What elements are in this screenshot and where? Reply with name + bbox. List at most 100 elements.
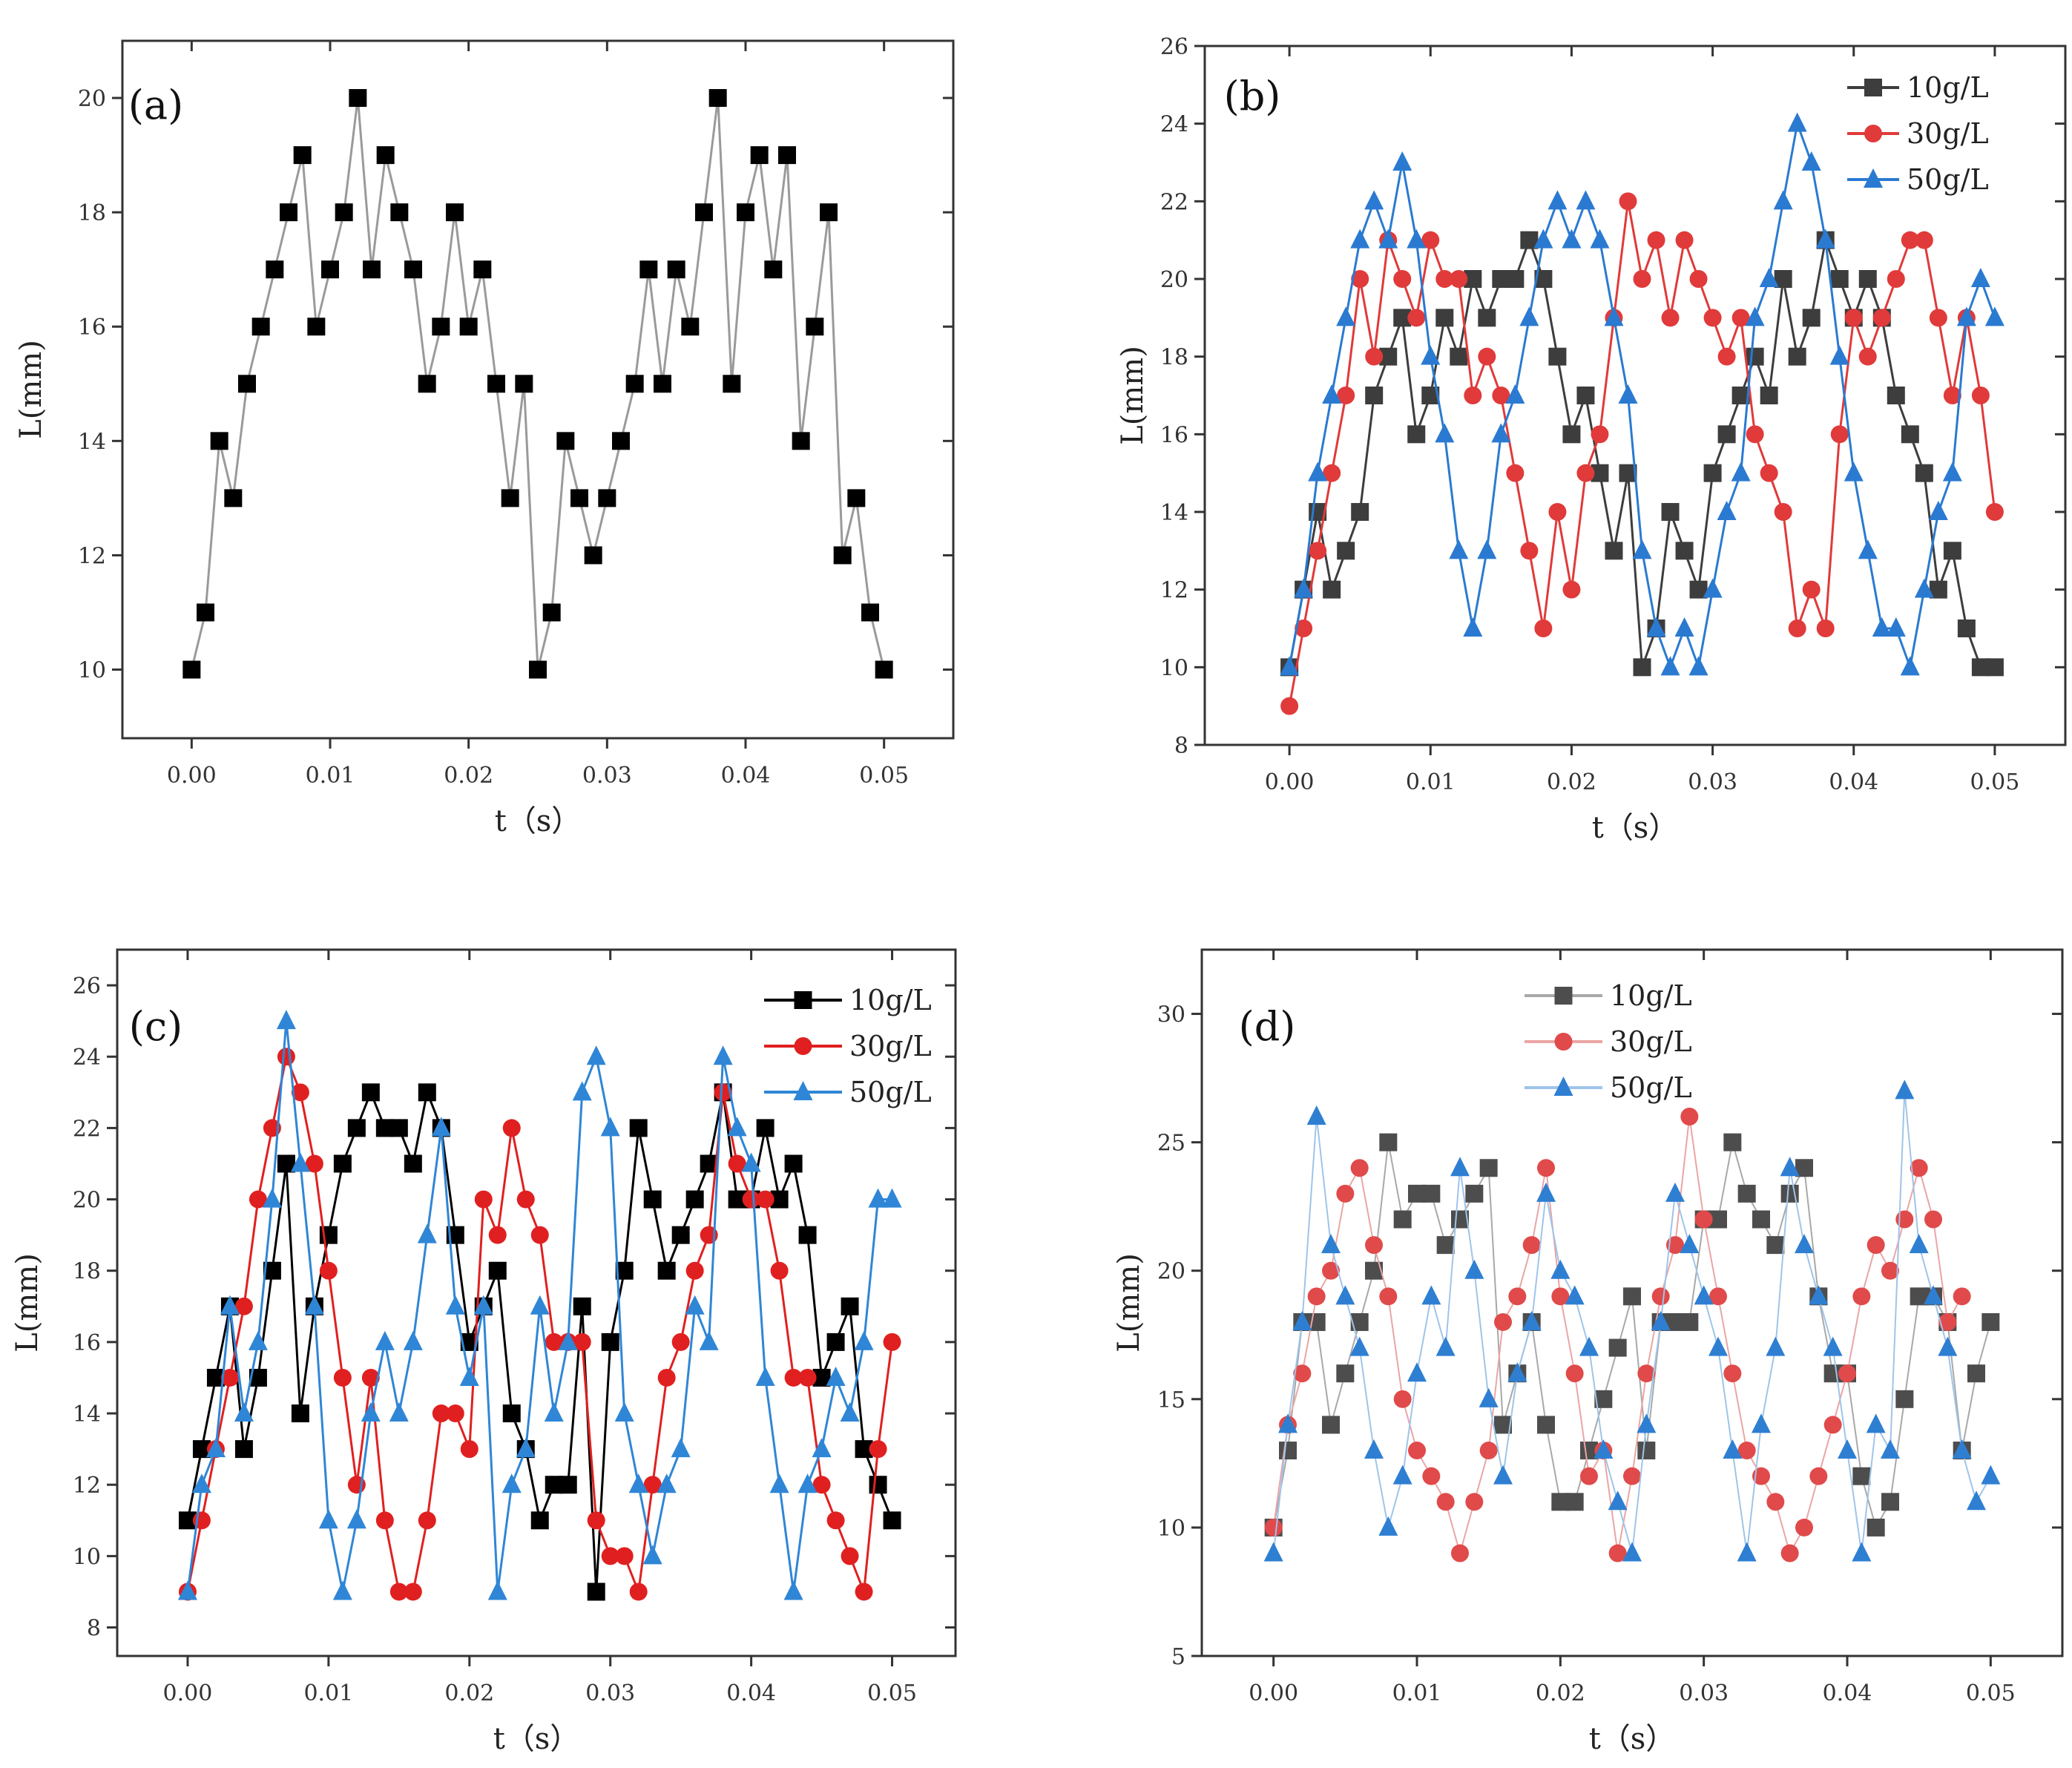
data-point [1909,1234,1929,1254]
data-point [1901,425,1919,444]
data-point [1477,539,1497,559]
data-point [1924,1210,1942,1229]
data-point [1365,387,1384,404]
y-tick-label: 20 [78,86,106,112]
data-point [1308,461,1328,482]
data-point [191,1473,211,1493]
legend: 10g/L 30g/L 50g/L [1847,71,1989,196]
legend-marker [1554,987,1573,1005]
data-point [1801,151,1821,171]
data-point [1886,617,1906,637]
series-line [190,97,886,670]
data-point [1604,306,1624,326]
data-point [1866,1413,1886,1433]
data-point [1957,620,1976,637]
data-point [1537,1159,1555,1177]
data-point [1392,1465,1412,1485]
data-point [390,203,409,222]
x-tick-label: 0.01 [1406,769,1456,795]
data-point [614,1402,634,1422]
series-data [182,89,893,679]
data-point [224,489,243,507]
data-point [784,1368,803,1387]
data-point [220,1295,240,1315]
data-point [657,1261,676,1280]
data-point [220,1368,239,1387]
data-point [1661,503,1680,521]
data-point [728,1154,746,1173]
data-point [1264,1518,1283,1537]
data-point [1838,1364,1856,1383]
data-point [1660,656,1680,676]
data-point [1307,1287,1326,1306]
data-point [280,203,297,222]
data-point [1306,1105,1326,1125]
legend-label: 50g/L [1907,163,1989,196]
x-tick-label: 0.02 [444,1680,494,1706]
data-point [1520,542,1539,560]
data-point [210,432,228,450]
series-50g-L [177,1010,902,1600]
data-point [1984,306,2004,326]
data-point [1852,1542,1872,1562]
data-point [403,1330,423,1350]
data-point [347,1119,366,1137]
y-tick-label: 24 [1160,112,1188,138]
data-point [404,1583,422,1601]
data-point [685,1295,705,1315]
data-point [1816,620,1835,637]
data-point [1795,1518,1813,1537]
data-point [841,1547,859,1565]
data-point [685,1190,704,1209]
data-point [1901,231,1919,249]
data-point [1506,270,1525,288]
data-point [1280,656,1300,676]
data-point [1731,309,1750,327]
data-point [1887,387,1905,404]
data-point [1479,1387,1499,1407]
data-point [1928,501,1948,520]
data-point [1337,542,1355,560]
data-point [389,1583,408,1601]
x-tick-label: 0.02 [444,763,493,789]
data-point [868,1188,888,1208]
data-point [1565,1493,1584,1511]
y-tick-label: 18 [73,1259,101,1285]
data-point [572,1081,592,1101]
data-point [1435,1336,1456,1356]
x-tick-label: 0.01 [306,763,355,789]
data-point [1350,1312,1369,1331]
data-point [1788,620,1806,637]
data-point [1881,1493,1899,1511]
data-point [629,1583,648,1601]
data-point [1731,461,1751,482]
y-tick-label: 16 [1160,422,1188,448]
data-point [629,1119,648,1137]
data-point [1829,345,1849,365]
data-point [573,1332,591,1351]
legend: 10g/L 30g/L 50g/L [764,984,932,1108]
y-tick-label: 18 [78,200,106,226]
data-point [1914,578,1934,598]
panel-label: (d) [1239,1003,1296,1050]
data-point [1737,1442,1756,1460]
data-point [1379,1287,1398,1306]
data-point [1421,1285,1441,1305]
data-point [418,1511,436,1530]
data-point [1562,580,1581,599]
data-point [1278,1413,1298,1433]
data-point [1633,270,1651,288]
y-tick-label: 16 [73,1330,101,1356]
data-point [1647,231,1665,249]
data-point [1321,1234,1341,1254]
data-point [1887,270,1905,288]
data-point [1752,1467,1770,1485]
data-point [1435,309,1454,327]
data-point [756,1190,774,1209]
data-point [363,260,381,279]
data-point [750,146,769,165]
data-point [1393,270,1412,288]
data-point [389,1119,408,1137]
chart-c: 8 10 12 14 16 18 20 22 24 26 0.00 0.01 0.02 0.03 0.04 0… [10,948,957,1756]
data-point [1956,306,1976,326]
